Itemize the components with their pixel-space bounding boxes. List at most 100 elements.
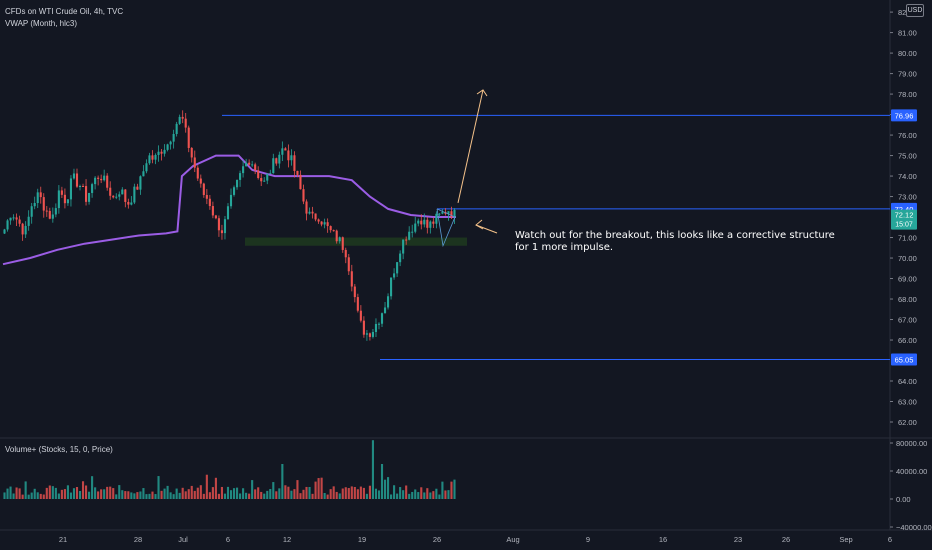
candle-body <box>36 192 39 204</box>
candle-body <box>220 230 224 234</box>
volume-bar <box>145 494 148 499</box>
price-tick-label: 80.00 <box>898 49 917 58</box>
volume-bar <box>390 494 393 499</box>
candle-body <box>109 187 112 196</box>
candle-body <box>145 163 148 172</box>
time-tick-label: 26 <box>782 535 790 544</box>
candle-body <box>341 237 344 250</box>
price-tick-label: 71.00 <box>898 234 917 243</box>
volume-bar <box>75 486 79 499</box>
candle-body <box>39 192 42 198</box>
candle-body <box>97 177 100 179</box>
currency-badge[interactable]: USD <box>906 4 924 17</box>
volume-bar <box>299 493 302 499</box>
level-badge-label: 65.05 <box>895 355 914 364</box>
time-tick-label: 23 <box>734 535 742 544</box>
candle-body <box>453 209 456 218</box>
volume-bar <box>393 485 396 499</box>
candle-body <box>169 141 172 145</box>
volume-bar <box>320 477 323 499</box>
candle-body <box>127 201 130 205</box>
candle-body <box>383 307 387 314</box>
candle-body <box>100 178 103 181</box>
candle-body <box>429 221 432 228</box>
candle-body <box>136 186 139 190</box>
candle-body <box>172 133 175 142</box>
volume-bar <box>18 488 21 499</box>
volume-bar <box>293 489 296 499</box>
candle-body <box>254 164 257 171</box>
symbol-title[interactable]: CFDs on WTI Crude Oil, 4h, TVC <box>5 7 124 16</box>
chart-header: CFDs on WTI Crude Oil, 4h, TVC VWAP (Mon… <box>5 6 123 30</box>
volume-bar <box>226 486 230 499</box>
volume-indicator-label[interactable]: Volume+ (Stocks, 15, 0, Price) <box>5 445 113 454</box>
volume-bar <box>184 491 187 499</box>
volume-bar <box>248 493 251 499</box>
candle-body <box>374 323 378 332</box>
bar-countdown-label: 15:07 <box>895 222 913 229</box>
volume-bar <box>97 491 100 499</box>
level-badge-label: 72.40 <box>895 205 914 214</box>
candle-body <box>356 297 359 311</box>
volume-tick-label: 80000.00 <box>896 439 927 448</box>
vwap-line <box>2 154 456 266</box>
volume-bar <box>332 486 335 499</box>
candle-body <box>287 150 290 161</box>
time-axis[interactable]: 21 28 Jul 6 12 19 26 Aug 9 16 23 26 Sep 6 <box>59 535 892 544</box>
volume-bar <box>308 486 311 499</box>
candle-body <box>317 219 320 222</box>
time-tick-label: Aug <box>506 535 519 544</box>
volume-bar <box>305 486 308 499</box>
volume-bar <box>45 487 48 499</box>
vwap-indicator-label[interactable]: VWAP (Month, hlc3) <box>5 19 78 28</box>
candle-body <box>263 180 266 182</box>
candle-body <box>299 174 302 190</box>
volume-bar <box>368 485 371 499</box>
time-tick-label: 28 <box>134 535 142 544</box>
time-tick-label: 9 <box>586 535 590 544</box>
candle-body <box>314 213 317 220</box>
volume-bar <box>278 488 281 499</box>
volume-bar <box>235 487 239 499</box>
annotation-pointer-head <box>475 219 484 230</box>
candle-body <box>45 210 48 212</box>
volume-bar <box>199 485 202 499</box>
candle-body <box>130 202 133 205</box>
volume-bar <box>420 487 423 499</box>
candle-body <box>275 158 278 164</box>
volume-bar <box>260 491 263 499</box>
candle-body <box>335 230 338 242</box>
candle-body <box>63 194 66 204</box>
volume-bar <box>411 491 414 499</box>
candle-body <box>405 239 408 241</box>
candle-body <box>311 211 314 214</box>
candle-body <box>296 170 299 175</box>
candle-body <box>211 206 214 216</box>
volume-bar <box>54 487 57 499</box>
volume-bar <box>429 492 432 499</box>
level-badge <box>891 109 917 122</box>
candle-body <box>329 226 332 231</box>
candle-body <box>350 271 353 287</box>
volume-bar <box>441 481 444 499</box>
candle-body <box>66 199 69 204</box>
price-tick-label: 76.00 <box>898 131 917 140</box>
volume-bar <box>444 490 447 499</box>
candle-body <box>184 118 187 128</box>
volume-bar <box>81 481 85 499</box>
volume-bar <box>42 494 45 499</box>
volume-bar <box>302 489 305 499</box>
volume-bar <box>48 485 51 499</box>
volume-bar <box>335 491 338 499</box>
volume-bar <box>229 490 233 499</box>
price-tick-label: 82 <box>898 8 906 17</box>
volume-bar <box>36 492 39 499</box>
price-tick-label: 63.00 <box>898 398 917 407</box>
candle-body <box>226 206 230 220</box>
volume-bars <box>3 440 456 499</box>
candle-body <box>272 158 275 174</box>
volume-bar <box>33 488 36 499</box>
candle-body <box>15 217 18 220</box>
volume-bar <box>21 494 24 499</box>
